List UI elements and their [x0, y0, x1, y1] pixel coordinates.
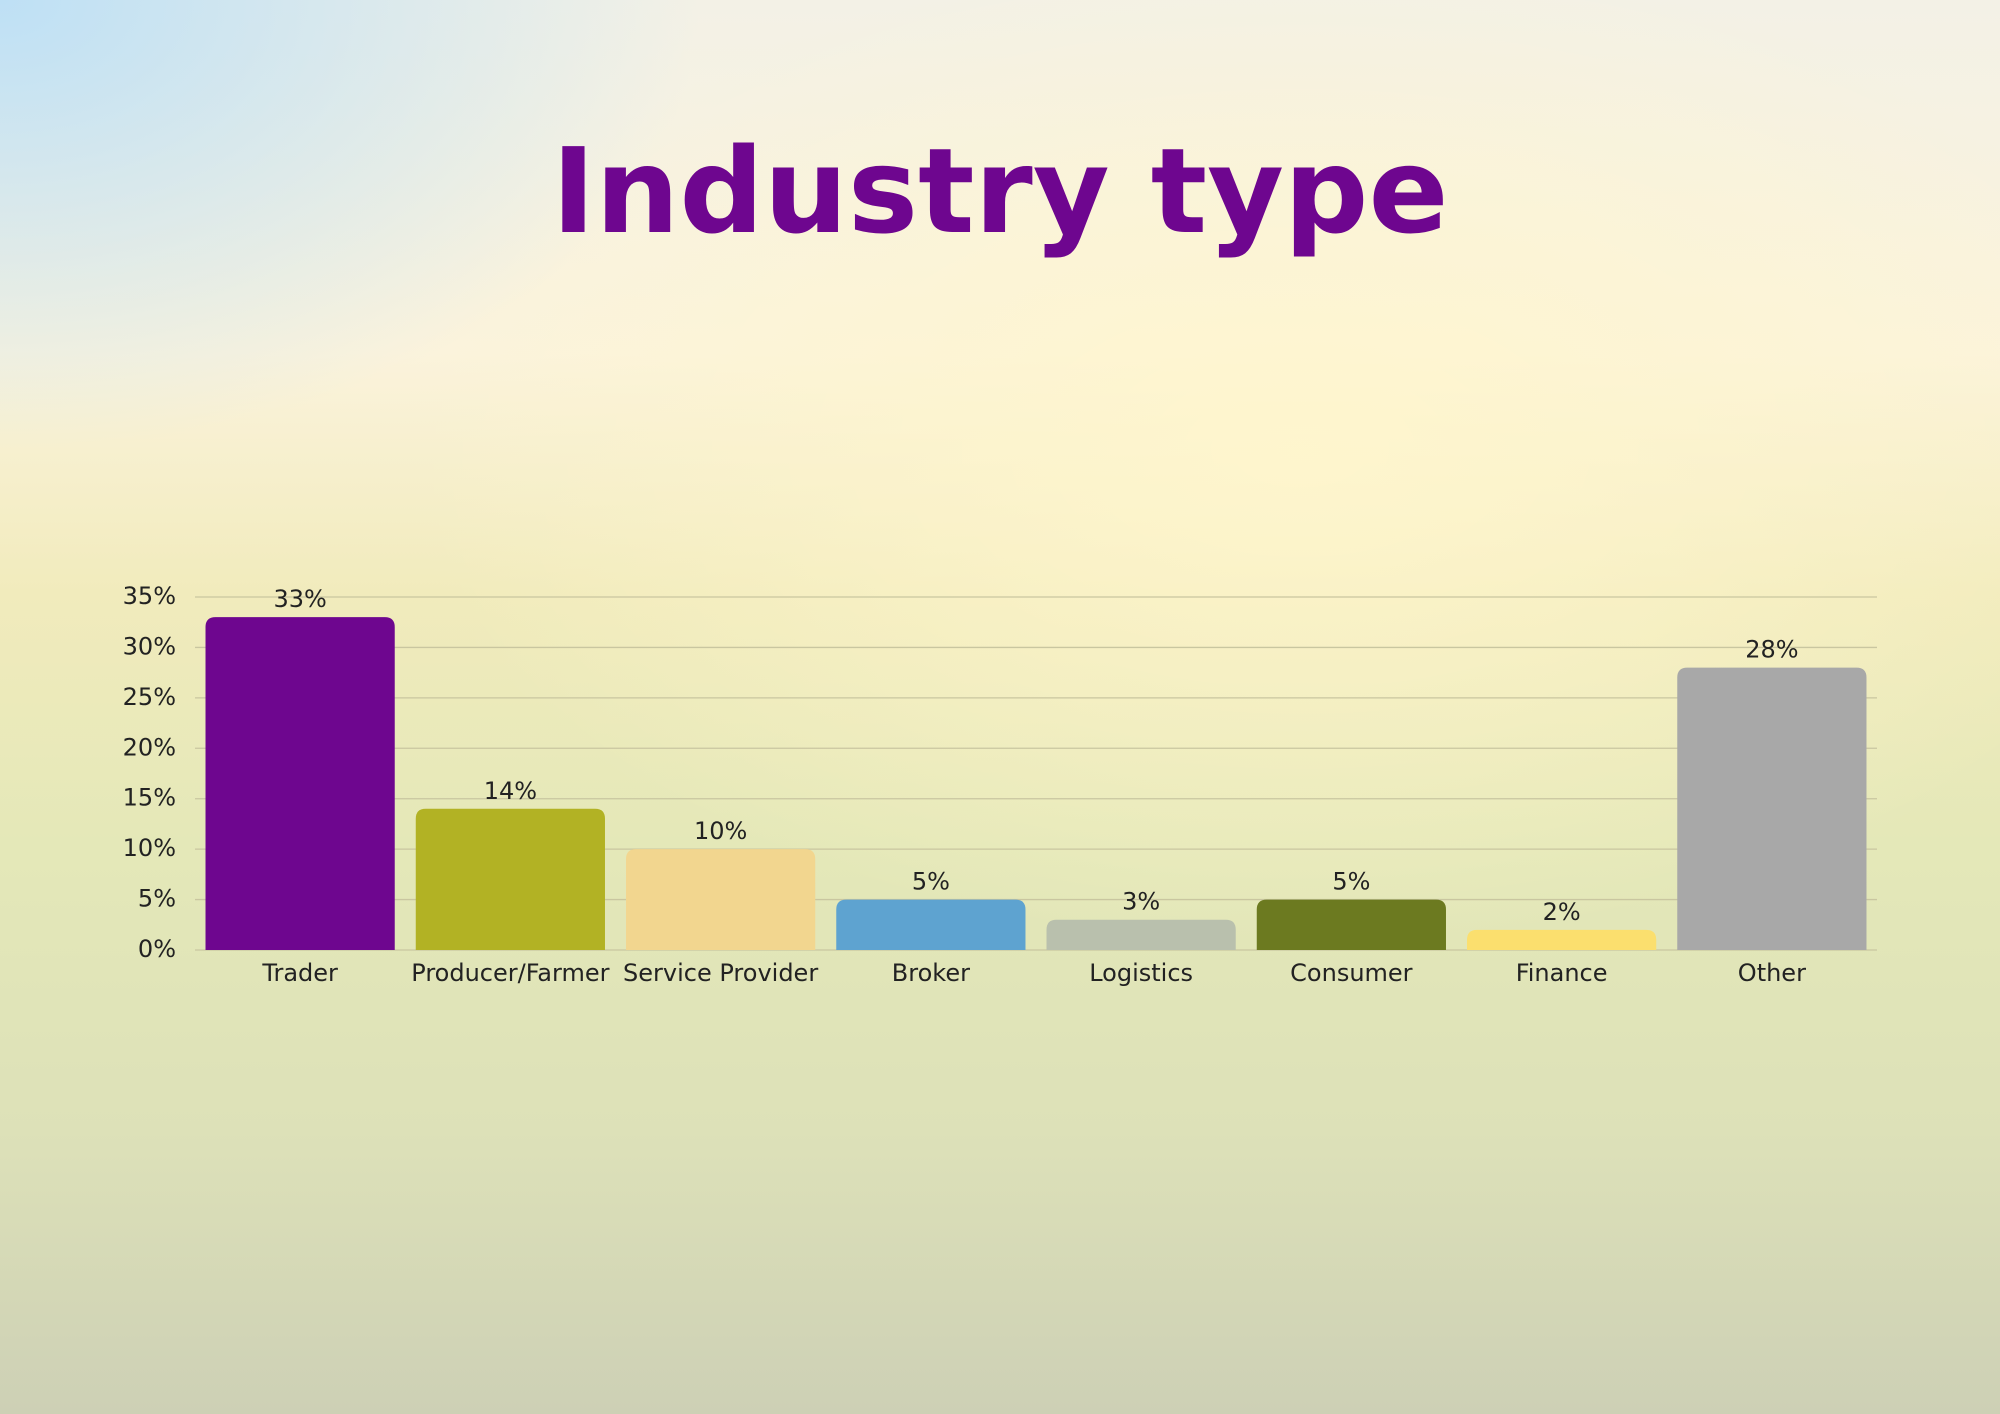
y-tick-label: 25% [123, 683, 176, 711]
data-label: 2% [1543, 898, 1581, 926]
y-tick-label: 20% [123, 733, 176, 761]
y-tick-label: 10% [123, 834, 176, 862]
y-tick-label: 35% [123, 582, 176, 610]
x-tick-label: Broker [892, 959, 970, 987]
data-label: 5% [912, 868, 950, 896]
bar [1256, 899, 1446, 950]
bar [626, 849, 816, 950]
x-tick-label: Trader [261, 959, 338, 987]
data-label: 5% [1332, 868, 1370, 896]
x-tick-label: Finance [1516, 959, 1608, 987]
bar [1046, 919, 1236, 950]
bar [205, 617, 395, 950]
x-tick-label: Service Provider [623, 959, 818, 987]
y-tick-label: 30% [123, 632, 176, 660]
x-tick-label: Other [1738, 959, 1806, 987]
data-label: 33% [273, 585, 326, 613]
y-tick-label: 0% [138, 935, 176, 963]
bar [836, 899, 1026, 950]
data-label: 10% [694, 817, 747, 845]
y-tick-label: 5% [138, 885, 176, 913]
x-tick-label: Producer/Farmer [411, 959, 609, 987]
x-tick-label: Consumer [1290, 959, 1413, 987]
x-tick-label: Logistics [1089, 959, 1193, 987]
data-label: 3% [1122, 888, 1160, 916]
bar [1677, 667, 1867, 950]
bar [1467, 929, 1657, 950]
bar [415, 808, 605, 950]
y-tick-label: 15% [123, 784, 176, 812]
data-label: 28% [1745, 636, 1798, 664]
chart-title: Industry type [551, 122, 1448, 260]
data-label: 14% [484, 777, 537, 805]
